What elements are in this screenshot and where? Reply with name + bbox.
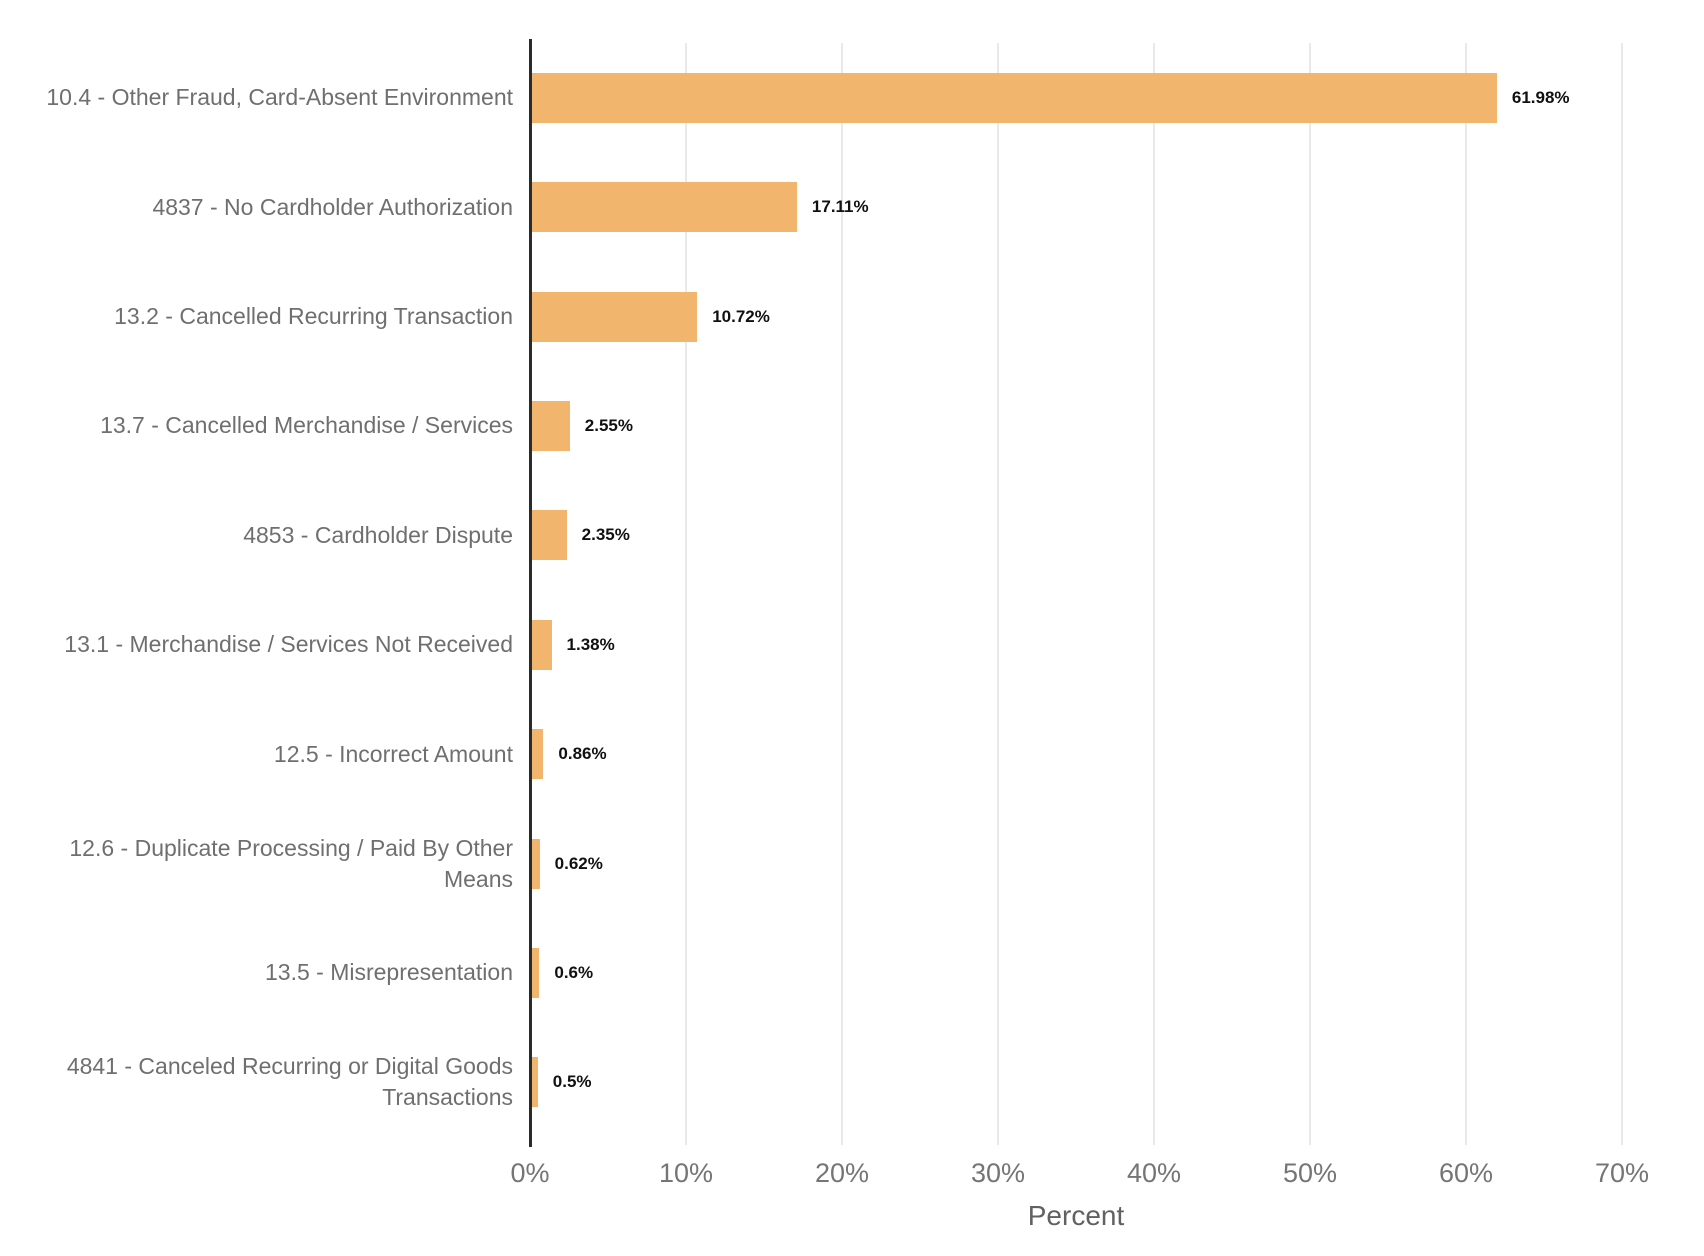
bar-row: 2.55% [530, 371, 1622, 480]
x-tick-label: 40% [1126, 1158, 1182, 1188]
value-label: 2.35% [581, 525, 630, 545]
gridline [1621, 43, 1623, 1145]
bar [530, 510, 567, 561]
bar-rows: 61.98% 17.11% 10.72% 2.55% 2.35% 1.38% 0.86% 0.… [530, 43, 1622, 1137]
category-label: 4841 - Canceled Recurring or Digital Goo… [66, 1053, 513, 1111]
gridline [1309, 43, 1311, 1145]
value-label: 0.62% [554, 853, 603, 873]
x-tick-label: 20% [814, 1158, 870, 1188]
bar-row: 0.62% [530, 809, 1622, 918]
bar [530, 182, 797, 233]
category-label: 4853 - Cardholder Dispute [243, 521, 513, 548]
gridline [841, 43, 843, 1145]
value-label: 0.6% [554, 962, 594, 982]
x-tick-label: 30% [970, 1158, 1026, 1188]
bar-row: 1.38% [530, 590, 1622, 699]
gridline [997, 43, 999, 1145]
x-tick-label: 70% [1594, 1158, 1650, 1188]
category-label: 12.6 - Duplicate Processing / Paid By Ot… [69, 834, 513, 892]
plot-area: 61.98% 17.11% 10.72% 2.55% 2.35% 1.38% 0.86% 0.… [529, 39, 1623, 1147]
value-label: 1.38% [566, 634, 615, 654]
category-label: 10.4 - Other Fraud, Card-Absent Environm… [46, 84, 513, 111]
gridline [1153, 43, 1155, 1145]
y-axis-category-labels: 10.4 - Other Fraud, Card-Absent Environm… [33, 43, 513, 1137]
x-tick-label: 60% [1438, 1158, 1494, 1188]
gridline [685, 43, 687, 1145]
category-label: 12.5 - Incorrect Amount [273, 740, 513, 767]
bar [530, 291, 698, 342]
bar [530, 1057, 538, 1108]
y-axis-line [529, 39, 532, 1147]
value-label: 2.55% [584, 415, 633, 435]
value-label: 0.86% [558, 744, 607, 764]
bar [530, 729, 544, 780]
category-label: 13.1 - Merchandise / Services Not Receiv… [64, 631, 513, 658]
bar-row: 0.5% [530, 1028, 1622, 1137]
category-label: 13.7 - Cancelled Merchandise / Services [100, 412, 513, 439]
bar [530, 72, 1497, 123]
bar-row: 61.98% [530, 43, 1622, 152]
bar [530, 400, 570, 451]
category-label: 13.2 - Cancelled Recurring Transaction [114, 303, 513, 330]
bar [530, 947, 540, 998]
bar [530, 838, 540, 889]
gridline [1465, 43, 1467, 1145]
x-tick-label: 50% [1282, 1158, 1338, 1188]
category-label: 4837 - No Cardholder Authorization [152, 193, 513, 220]
category-label: 13.5 - Misrepresentation [264, 959, 513, 986]
bar-row: 10.72% [530, 262, 1622, 371]
bar-row: 0.6% [530, 918, 1622, 1027]
bar-row: 17.11% [530, 152, 1622, 261]
bar-row: 2.35% [530, 481, 1622, 590]
x-axis-title: Percent [1027, 1200, 1125, 1231]
x-tick-label: 10% [658, 1158, 714, 1188]
value-label: 17.11% [811, 197, 869, 217]
value-label: 0.5% [552, 1072, 592, 1092]
x-tick-label: 0% [510, 1158, 550, 1188]
x-axis-tick-labels: 0% 10% 20% 30% 40% 50% 60% 70% [510, 1158, 1649, 1194]
bar-row: 0.86% [530, 699, 1622, 808]
value-label: 61.98% [1511, 87, 1570, 107]
value-label: 10.72% [712, 306, 770, 326]
bar [530, 619, 552, 670]
